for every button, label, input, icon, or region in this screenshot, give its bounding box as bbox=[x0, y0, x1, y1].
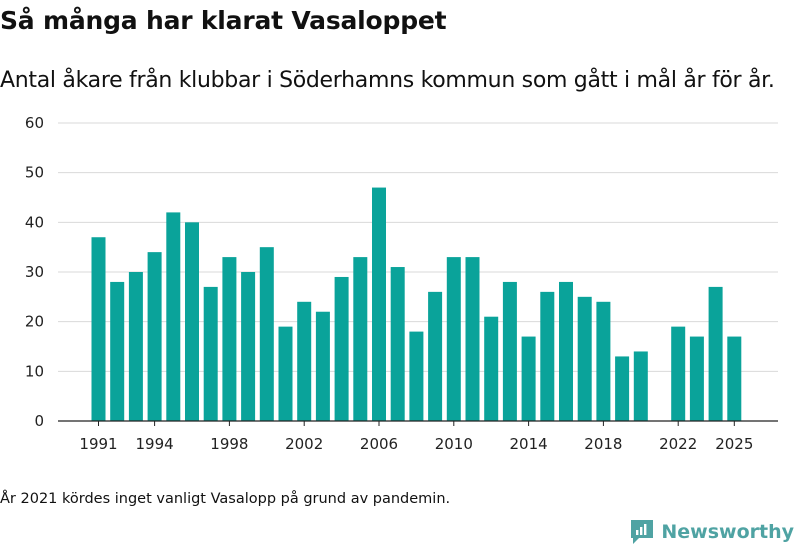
bar-2015 bbox=[540, 291, 555, 421]
chart-title: Så många har klarat Vasaloppet bbox=[0, 6, 447, 35]
bar-2010 bbox=[446, 257, 461, 421]
x-tick-label-1998: 1998 bbox=[210, 435, 248, 453]
y-tick-label-60: 60 bbox=[25, 114, 44, 132]
x-tick-label-2014: 2014 bbox=[510, 435, 548, 453]
bar-2016 bbox=[559, 281, 573, 421]
bar-2008 bbox=[409, 331, 424, 421]
bar-2019 bbox=[615, 356, 630, 421]
bar-2004 bbox=[334, 276, 349, 421]
brand-name: Newsworthy bbox=[661, 521, 794, 543]
brand-logo[interactable]: Newsworthy bbox=[629, 518, 794, 546]
bar-1992 bbox=[110, 281, 125, 421]
bar-2017 bbox=[577, 296, 592, 421]
newsworthy-logo-icon bbox=[631, 520, 654, 544]
bar-2007 bbox=[390, 267, 405, 421]
bar-2025 bbox=[727, 336, 742, 421]
x-tick-label-2025: 2025 bbox=[715, 435, 753, 453]
y-tick-label-10: 10 bbox=[25, 362, 44, 380]
bar-2001 bbox=[278, 326, 293, 421]
bar-1997 bbox=[203, 286, 218, 421]
bar-2006 bbox=[372, 187, 386, 421]
bar-2003 bbox=[315, 311, 330, 421]
bar-2024 bbox=[708, 286, 723, 421]
bar-1994 bbox=[147, 252, 162, 421]
y-tick-label-20: 20 bbox=[25, 313, 44, 331]
bar-2022 bbox=[671, 326, 686, 421]
bar-1995 bbox=[166, 212, 181, 421]
x-tick-label-2022: 2022 bbox=[659, 435, 697, 453]
bar-2014 bbox=[521, 336, 536, 421]
bar-2018 bbox=[596, 301, 611, 421]
bar-1991 bbox=[91, 237, 106, 421]
x-tick-label-1991: 1991 bbox=[79, 435, 117, 453]
footnote: År 2021 kördes inget vanligt Vasalopp på… bbox=[0, 491, 451, 507]
x-tick-label-2018: 2018 bbox=[584, 435, 622, 453]
bar-1996 bbox=[185, 222, 199, 421]
bar-2000 bbox=[259, 247, 274, 421]
bar-1998 bbox=[222, 257, 237, 421]
x-axis bbox=[58, 420, 778, 426]
x-tick-label-2010: 2010 bbox=[435, 435, 473, 453]
y-tick-label-40: 40 bbox=[25, 213, 44, 231]
bar-2009 bbox=[428, 291, 443, 421]
x-tick-label-2006: 2006 bbox=[360, 435, 398, 453]
bar-2013 bbox=[502, 281, 517, 421]
bar-2002 bbox=[297, 301, 312, 421]
y-tick-label-0: 0 bbox=[34, 412, 44, 430]
x-tick-label-2002: 2002 bbox=[285, 435, 323, 453]
bar-2012 bbox=[484, 316, 499, 421]
bar-2023 bbox=[689, 336, 704, 421]
bar-2020 bbox=[633, 351, 648, 421]
bars bbox=[91, 187, 742, 421]
bar-1993 bbox=[128, 272, 143, 421]
chart-subtitle: Antal åkare från klubbar i Söderhamns ko… bbox=[0, 68, 775, 93]
x-axis-labels: 1991 1994 1998 2002 2006 2010 2014 2018 2022 2025 bbox=[79, 435, 753, 453]
bar-2005 bbox=[353, 257, 368, 421]
y-tick-label-30: 30 bbox=[25, 263, 44, 281]
bar-1999 bbox=[241, 272, 256, 421]
bar-chart: 0 10 20 30 40 50 60 1991 1994 1998 2002 2006 2010 20… bbox=[25, 114, 778, 453]
y-axis-labels: 0 10 20 30 40 50 60 bbox=[25, 114, 44, 430]
x-tick-label-1994: 1994 bbox=[136, 435, 174, 453]
bar-2011 bbox=[465, 257, 480, 421]
y-tick-label-50: 50 bbox=[25, 164, 44, 182]
